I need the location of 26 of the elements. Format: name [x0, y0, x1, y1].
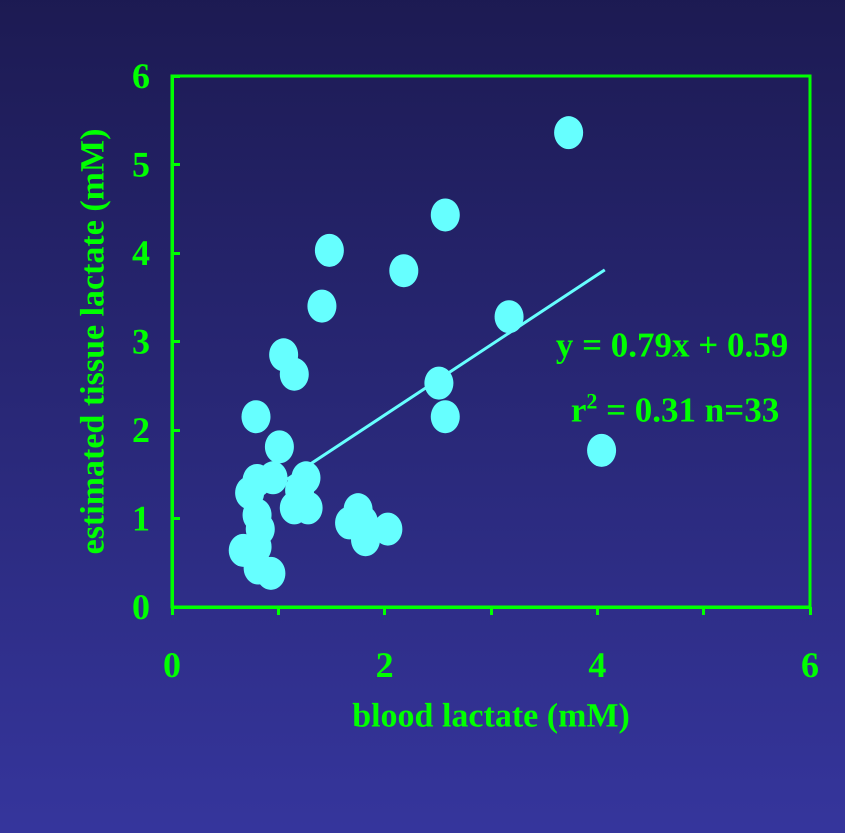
point [389, 254, 418, 288]
point [307, 290, 336, 323]
y-tick-label: 6 [132, 56, 150, 96]
point [264, 430, 294, 464]
x-tick-label: 4 [588, 645, 606, 685]
y-tick-label: 5 [132, 144, 150, 184]
point [554, 116, 584, 150]
y-tick-label: 2 [132, 410, 150, 450]
y-tick-label: 4 [132, 233, 150, 273]
x-tick-label: 6 [801, 645, 819, 685]
point [430, 400, 460, 434]
point [494, 300, 524, 334]
point [587, 434, 616, 467]
point [430, 198, 460, 232]
x-axis-title: blood lactate (mM) [352, 698, 630, 734]
annotation: y = 0.79x + 0.59 [556, 326, 788, 364]
point [314, 234, 344, 267]
y-axis-title: estimated tissue lactate (mM) [74, 128, 112, 554]
point [280, 358, 309, 391]
y-tick-label: 1 [132, 498, 150, 538]
point [424, 366, 454, 400]
x-tick-label: 0 [163, 645, 181, 685]
x-tick-label: 2 [376, 645, 394, 685]
y-tick-label: 3 [132, 322, 150, 362]
point [242, 400, 271, 434]
y-tick-label: 0 [132, 587, 150, 627]
